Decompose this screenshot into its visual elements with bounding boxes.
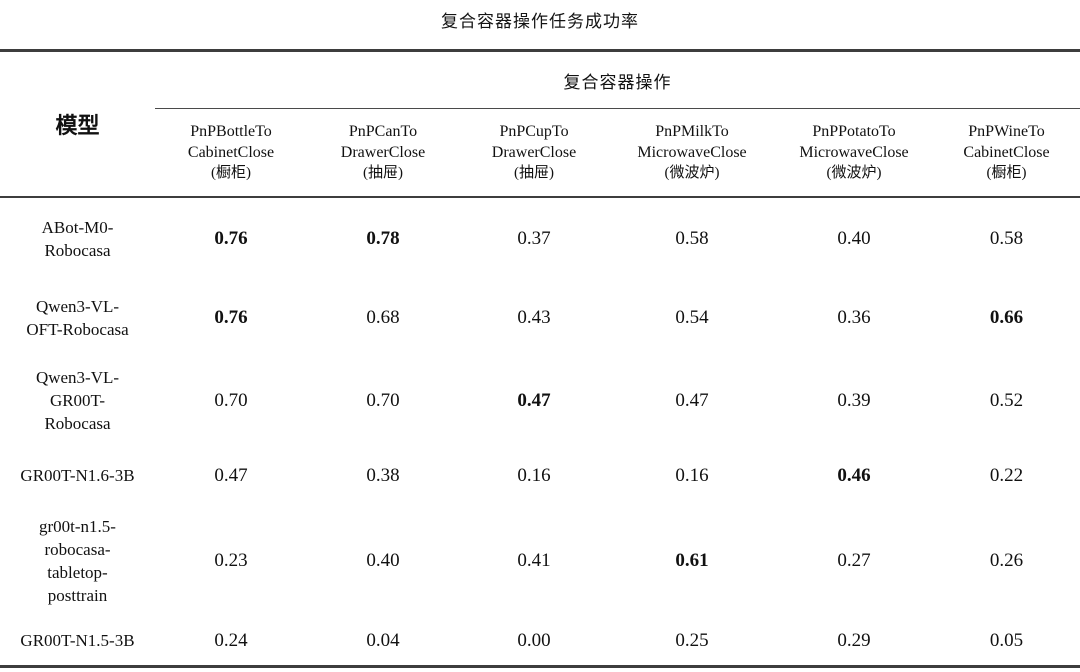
success-rate-cell: 0.52 [989,389,1024,411]
table-row: ABot-M0- Robocasa 0.76 0.78 0.37 0.58 0.40 0.58 [0,197,1080,281]
results-table: 模型 复合容器操作 PnPBottleTo CabinetClose (橱柜) … [0,49,1080,668]
model-name-line: tabletop- [47,562,108,582]
column-header-line1: PnPCanTo [348,122,418,140]
success-rate-cell: 0.78 [366,228,400,249]
success-rate-cell: 0.16 [675,464,709,486]
success-rate-cell: 0.58 [675,228,709,249]
success-rate-cell: 0.26 [989,549,1024,571]
column-header-line1: PnPWineTo [968,122,1045,140]
success-rate-cell: 0.76 [214,228,248,249]
success-rate-cell: 0.47 [214,464,248,486]
model-name-cell: Qwen3-VL- OFT-Robocasa [0,281,155,355]
success-rate-cell: 0.40 [366,549,400,571]
table-row: gr00t-n1.5- robocasa-tabletop-posttrain 0.… [0,505,1080,617]
column-header-zh: (微波炉) [826,164,882,181]
column-header-line1: PnPCupTo [499,122,569,140]
column-header-line2: CabinetClose [963,143,1050,161]
column-header-line2: DrawerClose [340,143,426,161]
column-header: PnPPotatoTo MicrowaveClose (微波炉) [775,108,933,198]
model-name-line: Robocasa [44,414,111,433]
model-name-cell: Qwen3-VL- GR00T- Robocasa [0,355,155,447]
column-header-line2: DrawerClose [491,143,577,161]
model-column-header: 模型 [0,50,155,198]
success-rate-cell: 0.27 [837,549,871,571]
model-name-line: Qwen3-VL- [35,368,120,387]
success-rate-cell: 0.70 [214,389,248,411]
success-rate-cell: 0.47 [675,389,709,411]
model-name-line: gr00t-n1.5- [39,516,116,536]
success-rate-cell: 0.61 [675,549,709,571]
table-row: GR00T-N1.5-3B 0.24 0.04 0.00 0.25 0.29 0.05 [0,617,1080,667]
success-rate-cell: 0.47 [517,389,551,411]
table-row: GR00T-N1.6-3B 0.47 0.38 0.16 0.16 0.46 0.22 [0,447,1080,505]
success-rate-cell: 0.66 [989,306,1024,328]
column-header-zh: (橱柜) [211,164,251,181]
model-name-line: ABot-M0- [41,218,114,237]
column-header-zh: (抽屉) [363,164,403,181]
success-rate-cell: 0.70 [366,389,400,411]
success-rate-cell: 0.36 [837,306,871,328]
success-rate-cell: 0.46 [837,464,871,486]
model-name-line: Robocasa [44,241,111,260]
column-header-zh: (橱柜) [986,164,1027,181]
success-rate-cell: 0.23 [214,549,248,571]
model-name-line: Qwen3-VL- [35,296,120,316]
column-header: PnPMilkTo MicrowaveClose (微波炉) [609,108,775,198]
success-rate-cell: 0.24 [214,629,248,651]
success-rate-cell: 0.39 [837,389,871,411]
success-rate-cell: 0.76 [214,306,248,328]
column-header-line1: PnPMilkTo [655,122,729,140]
column-header-line1: PnPPotatoTo [812,122,896,140]
success-rate-cell: 0.00 [517,629,551,651]
model-name-line: GR00T-N1.5-3B [20,631,135,651]
column-header-line2: MicrowaveClose [799,143,909,161]
success-rate-cell: 0.04 [366,629,400,651]
column-header: PnPBottleTo CabinetClose (橱柜) [155,108,307,198]
model-name-line: GR00T- [49,391,106,410]
column-header-line1: PnPBottleTo [190,122,272,140]
table-header: 模型 复合容器操作 PnPBottleTo CabinetClose (橱柜) … [0,50,1080,198]
success-rate-cell: 0.58 [989,228,1024,249]
model-name-cell: GR00T-N1.5-3B [0,617,155,667]
success-rate-cell: 0.29 [837,629,871,651]
success-rate-cell: 0.37 [517,228,551,249]
group-column-header: 复合容器操作 [155,50,1080,109]
success-rate-cell: 0.25 [675,629,709,651]
model-name-cell: gr00t-n1.5- robocasa-tabletop-posttrain [0,505,155,617]
column-header-line2: MicrowaveClose [637,143,747,161]
success-rate-cell: 0.41 [517,549,551,571]
column-header: PnPWineTo CabinetClose (橱柜) [933,108,1080,198]
group-header-row: 模型 复合容器操作 [0,50,1080,198]
success-rate-cell: 0.38 [366,464,400,486]
column-header-line2: CabinetClose [187,143,275,161]
table-caption: 复合容器操作任务成功率 [441,12,639,31]
column-header-zh: (微波炉) [664,164,720,181]
model-name-line: robocasa- [44,539,111,559]
success-rate-cell: 0.40 [837,228,871,249]
table-body: ABot-M0- Robocasa 0.76 0.78 0.37 0.58 0.40 0.58… [0,197,1080,667]
model-name-line: posttrain [47,585,108,605]
table-row: Qwen3-VL- OFT-Robocasa 0.76 0.68 0.43 0.54 0.3… [0,281,1080,355]
success-rate-cell: 0.05 [989,629,1024,651]
model-name-line: GR00T-N1.6-3B [20,466,135,485]
model-name-line: OFT-Robocasa [26,319,129,339]
column-header-zh: (抽屉) [514,164,554,181]
success-rate-cell: 0.68 [366,306,400,328]
column-header: PnPCupTo DrawerClose (抽屉) [459,108,609,198]
model-name-cell: ABot-M0- Robocasa [0,197,155,281]
success-rate-cell: 0.43 [517,306,551,328]
success-rate-cell: 0.22 [989,464,1024,486]
model-name-cell: GR00T-N1.6-3B [0,447,155,505]
column-header-row: PnPBottleTo CabinetClose (橱柜) PnPCanTo D… [0,108,1080,198]
table-row: Qwen3-VL- GR00T- Robocasa 0.70 0.70 0.47 0.47 0… [0,355,1080,447]
column-header: PnPCanTo DrawerClose (抽屉) [307,108,459,198]
success-rate-cell: 0.54 [675,306,709,328]
success-rate-cell: 0.16 [517,464,551,486]
